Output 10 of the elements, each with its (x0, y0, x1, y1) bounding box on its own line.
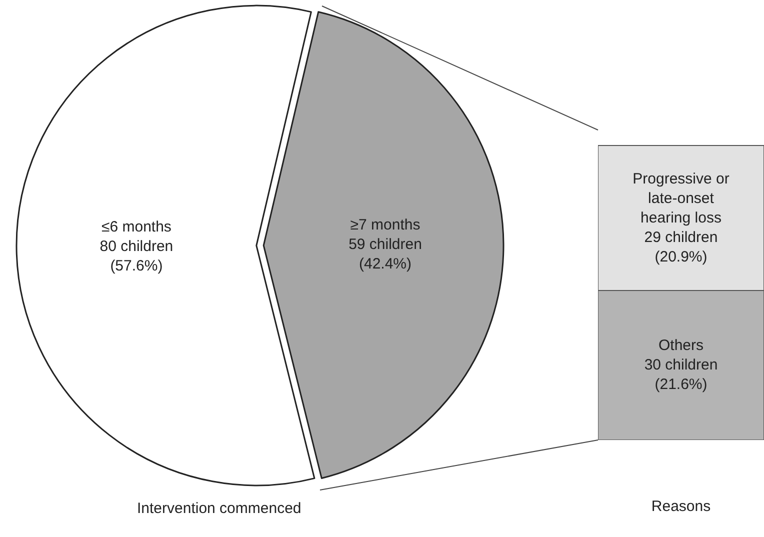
data-label: 29 children (20.9%) (644, 228, 718, 266)
data-label: 30 children (21.6%) (644, 356, 718, 394)
x-axis-title: Reasons (651, 498, 711, 515)
slice-label: ≤6 months (101, 218, 172, 236)
data-label: 80 children (57.6%) (100, 238, 174, 274)
slice-label: ≥7 months (350, 216, 420, 234)
data-label: 59 children (42.4%) (348, 236, 422, 273)
text: Intervention commenced (137, 500, 302, 517)
series-label: Progressive or late-onset hearing loss (632, 170, 730, 226)
series-label: Others (658, 337, 704, 354)
